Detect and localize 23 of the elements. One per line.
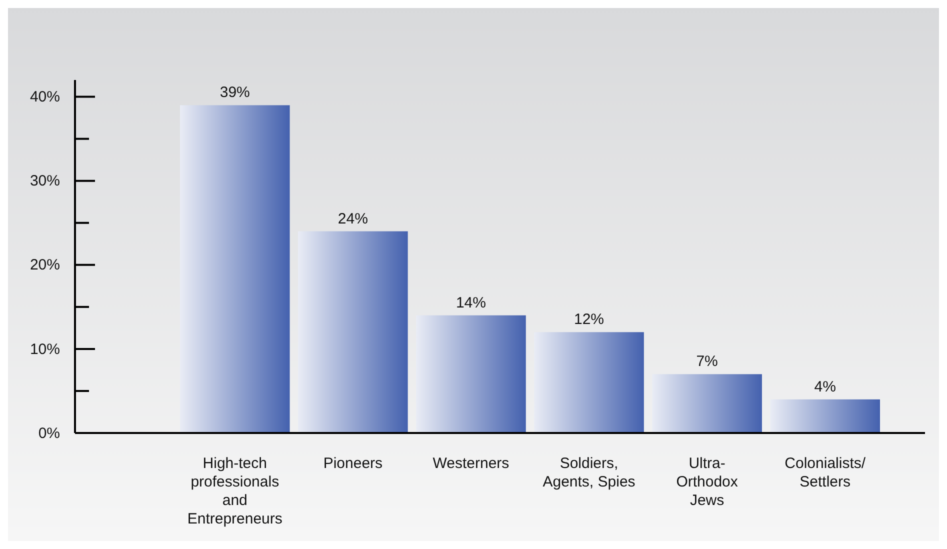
data-label: 14% xyxy=(456,294,486,312)
x-tick-label: Colonialists/ Settlers xyxy=(784,455,866,490)
data-label: 12% xyxy=(574,311,604,328)
data-label: 24% xyxy=(338,210,368,228)
bar xyxy=(298,231,408,433)
data-label: 39% xyxy=(220,84,250,102)
bar xyxy=(180,105,290,433)
x-tick-label: High-tech professionals and Entrepreneurs xyxy=(187,455,282,528)
y-tick-label: 10% xyxy=(30,340,60,358)
data-label: 4% xyxy=(814,378,836,396)
bar xyxy=(416,315,526,433)
x-tick-label: Ultra- Orthodox Jews xyxy=(676,455,738,509)
bar xyxy=(770,399,880,433)
x-tick-label: Soldiers, Agents, Spies xyxy=(542,455,636,490)
y-tick-label: 30% xyxy=(30,172,60,190)
x-tick-label: Pioneers xyxy=(323,455,383,472)
y-tick-label: 0% xyxy=(38,424,60,442)
data-label: 7% xyxy=(696,353,718,370)
x-tick-label: Westerners xyxy=(432,455,510,472)
bar xyxy=(534,332,644,433)
y-tick-label: 40% xyxy=(30,88,60,106)
y-tick-label: 20% xyxy=(30,256,60,274)
bar xyxy=(652,374,762,433)
